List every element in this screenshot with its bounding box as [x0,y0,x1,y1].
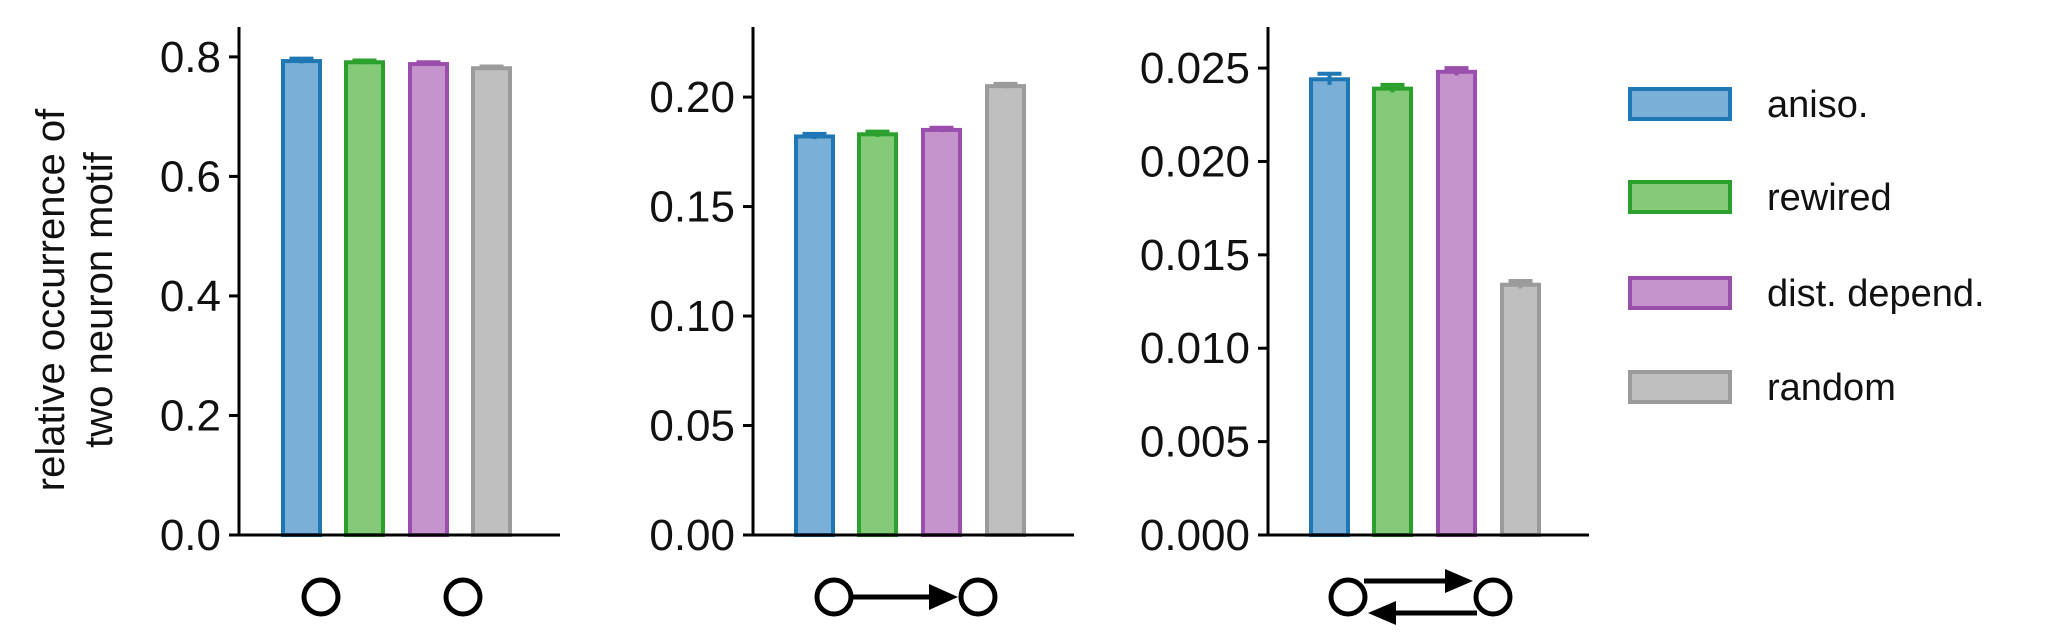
bar-aniso [281,59,322,537]
error-bar-random [479,64,504,71]
bar-aniso [794,134,835,537]
legend-swatch [1628,87,1732,121]
legend-entry-aniso: aniso. [1628,84,1868,126]
panel-bidirectional: 0.000 0.005 0.010 0.015 0.020 0.025 [1140,27,1589,560]
panel-unconnected: 0.0 0.2 0.4 0.6 0.8 [160,27,560,560]
error-bar-rewired [1380,82,1405,93]
bar-dist-depend [1436,69,1477,538]
legend: aniso. rewired dist. depend. random [1628,84,1985,409]
y-tick-label: 0.010 [1140,324,1250,373]
legend-label: random [1767,367,1896,409]
legend-label: rewired [1767,177,1892,219]
bar-rewired [857,132,898,538]
y-tick-label: 0.6 [160,152,221,201]
error-bar-dist-depend [1444,66,1469,76]
legend-entry-rewired: rewired [1628,177,1892,219]
legend-label: dist. depend. [1767,273,1985,315]
bar-aniso [1309,77,1350,537]
y-tick-label: 0.015 [1140,231,1250,280]
legend-entry-random: random [1628,367,1896,409]
y-tick-label: 0.025 [1140,44,1250,93]
y-axis-label-line-2: two neuron motif [77,151,121,448]
bar-dist-depend [408,62,449,538]
motif-bidirectional-icon [1328,569,1513,625]
motif-unidirectional-icon [814,577,998,617]
legend-entry-dist-depend: dist. depend. [1628,273,1985,315]
legend-swatch [1628,370,1732,404]
y-tick-label: 0.020 [1140,137,1250,186]
bar-random [985,84,1026,537]
error-bar-rewired [352,58,377,65]
y-tick-label: 0.000 [1140,511,1250,560]
motif-unconnected-icon [301,577,483,617]
y-tick-label: 0.05 [649,402,735,451]
y-tick-label: 0.005 [1140,418,1250,467]
y-tick-label: 0.15 [649,183,735,232]
y-tick-label: 0.0 [160,511,221,560]
y-tick-label: 0.8 [160,33,221,82]
y-tick-label: 0.4 [160,272,221,321]
y-tick-label: 0.10 [649,292,735,341]
legend-swatch [1628,276,1732,310]
bar-rewired [344,60,385,538]
error-bar-rewired [865,129,890,137]
error-bar-aniso [1317,71,1342,85]
error-bar-aniso [289,56,314,64]
legend-label: aniso. [1767,84,1868,126]
chart-panels: 0.0 0.2 0.4 0.6 0.8 0.00 0.05 0.10 0.15 0.20 0.000… [160,27,1589,560]
y-tick-label: 0.2 [160,391,221,440]
y-tick-label: 0.00 [649,511,735,560]
bar-random [1500,282,1541,537]
error-bar-random [1508,279,1533,289]
bar-dist-depend [921,127,962,537]
bar-random [471,66,512,538]
y-tick-label: 0.20 [649,73,735,122]
bar-rewired [1372,86,1413,537]
error-bar-aniso [802,131,827,140]
error-bar-dist-depend [929,125,954,133]
panel-unidirectional: 0.00 0.05 0.10 0.15 0.20 [649,27,1074,560]
y-axis-label-line-1: relative occurrence of [29,108,73,491]
error-bar-random [993,81,1018,89]
error-bar-dist-depend [416,60,441,66]
legend-swatch [1628,180,1732,214]
